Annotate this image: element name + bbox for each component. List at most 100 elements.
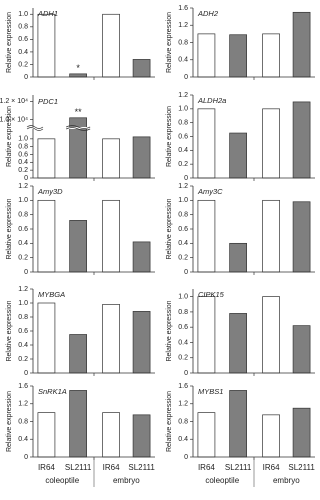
y-axis-label: Relative expression (6, 300, 13, 361)
y-axis-label: Relative expression (166, 300, 173, 361)
y-tick-label: 0.6 (178, 133, 188, 140)
axis-break-line (26, 127, 91, 131)
y-tick-label: 0.4 (178, 339, 188, 346)
y-tick-label: 0 (24, 74, 28, 81)
y-tick-label: 0 (24, 454, 28, 461)
bar (292, 11, 311, 78)
y-tick-label: 0.6 (18, 226, 28, 233)
y-tick-label: 0 (184, 74, 188, 81)
y-axis-label: Relative expression (6, 106, 13, 167)
bar (292, 101, 311, 179)
y-tick-label: 1.0 (18, 300, 28, 307)
y-tick-label: 1.0 (18, 197, 28, 204)
y-tick-label: 1.0 (178, 197, 188, 204)
bar (262, 33, 280, 78)
bar (102, 304, 120, 374)
y-tick-label: 0.8 (178, 120, 188, 127)
bar (37, 412, 56, 458)
bar (69, 390, 87, 458)
y-axis-label: Relative expression (166, 198, 173, 259)
y-tick-label: 0.6 (18, 36, 28, 43)
y-tick-label: 0.2 (18, 167, 28, 174)
y-tick-label: 0.8 (18, 314, 28, 321)
y-tick-label: 0.4 (18, 49, 28, 56)
panel-title: Amy3C (197, 187, 223, 196)
y-tick-label: 0 (24, 269, 28, 276)
group-label: embryo (113, 476, 140, 485)
y-tick-label: 1.0 (18, 136, 28, 143)
axis-break-line (26, 125, 91, 129)
y-tick-label: 0.6 (178, 226, 188, 233)
bar (197, 33, 216, 78)
y-tick-label: 0.8 (178, 309, 188, 316)
y-tick-label: 1.0 (178, 106, 188, 113)
group-label: coleoptile (45, 476, 79, 485)
y-tick-label: 1.2 (18, 401, 28, 408)
y-tick-label: 1.2 (178, 401, 188, 408)
x-tick-label: IR64 (38, 463, 55, 472)
bar (132, 414, 151, 458)
panel-title: MYBS1 (198, 387, 223, 396)
panel-title: SnRK1A (38, 387, 67, 396)
bar (37, 302, 56, 374)
y-tick-label: 0.4 (178, 436, 188, 443)
bar (292, 407, 311, 458)
x-tick-label: IR64 (263, 463, 280, 472)
y-tick-label: 0.4 (18, 159, 28, 166)
bar (229, 313, 247, 374)
y-tick-label: 1.6 (178, 5, 188, 12)
bar (69, 334, 87, 374)
y-tick-label: 0 (184, 454, 188, 461)
y-tick-label: 0.2 (18, 255, 28, 262)
panel-title: PDC1 (38, 97, 58, 106)
y-tick-label: 1.2 (178, 22, 188, 29)
bar (197, 199, 216, 273)
x-tick-label: SL2111 (225, 463, 252, 472)
y-tick-label: 0.4 (178, 147, 188, 154)
y-tick-label: 1.2 × 10⁴ (0, 98, 28, 105)
bar (69, 220, 87, 273)
bar (292, 201, 311, 273)
bar (132, 136, 151, 179)
y-tick-label: 0.4 (18, 342, 28, 349)
group-label: coleoptile (205, 476, 239, 485)
y-axis-label: Relative expression (166, 106, 173, 167)
y-tick-label: 0.8 (18, 212, 28, 219)
bar (262, 199, 280, 273)
bar (132, 311, 151, 374)
x-tick-label: SL2111 (288, 463, 315, 472)
y-tick-label: 0 (184, 175, 188, 182)
y-tick-label: 0.6 (18, 151, 28, 158)
x-tick-label: SL2111 (128, 463, 155, 472)
bar (229, 34, 247, 78)
significance-mark: ** (75, 107, 83, 117)
y-tick-label: 1.0 (178, 293, 188, 300)
y-axis-label: Relative expression (166, 12, 173, 73)
bar (132, 241, 151, 273)
y-tick-label: 0.4 (178, 57, 188, 64)
y-tick-label: 1.2 (18, 183, 28, 190)
panel-title: Amy3D (37, 187, 63, 196)
y-tick-label: 0.8 (178, 39, 188, 46)
group-label: embryo (273, 476, 300, 485)
panel-title: CIPK15 (198, 290, 225, 299)
y-tick-label: 0.8 (178, 212, 188, 219)
y-tick-label: 0.2 (18, 356, 28, 363)
y-tick-label: 1.6 (18, 383, 28, 390)
y-tick-label: 0.2 (178, 161, 188, 168)
y-tick-label: 0.2 (178, 255, 188, 262)
y-axis-label: Relative expression (166, 391, 173, 452)
bar (229, 390, 247, 458)
y-tick-label: 0 (184, 370, 188, 377)
y-tick-label: 0.2 (18, 61, 28, 68)
bar (102, 138, 120, 179)
y-tick-label: 0.2 (178, 355, 188, 362)
bar (229, 132, 247, 179)
bar (197, 108, 216, 179)
axis-break (27, 127, 155, 129)
bar (37, 199, 56, 273)
y-tick-label: 0.8 (18, 24, 28, 31)
bar (262, 108, 280, 179)
y-tick-label: 1.2 (178, 183, 188, 190)
